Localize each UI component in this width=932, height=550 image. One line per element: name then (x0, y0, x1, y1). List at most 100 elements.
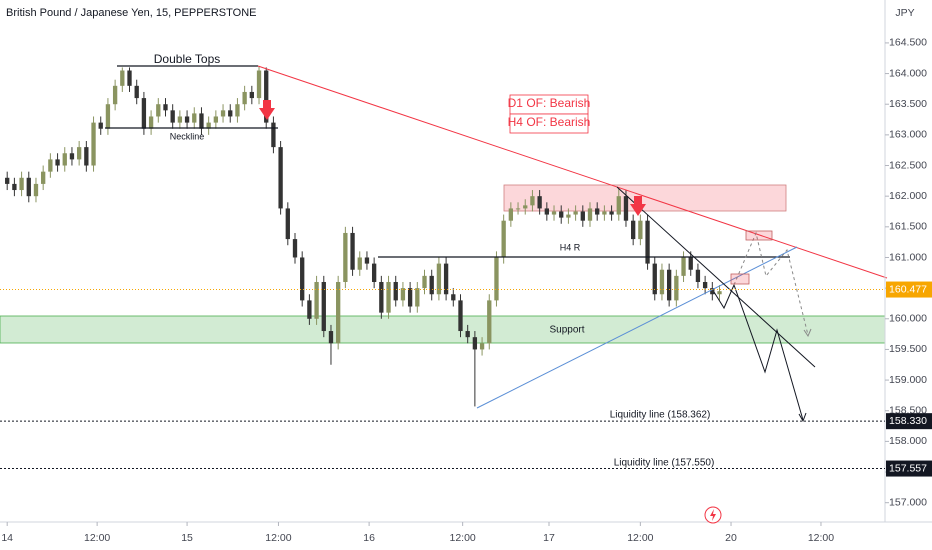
alt-arrow (803, 328, 812, 338)
candle-body (451, 294, 456, 301)
down-arrow (630, 196, 646, 216)
price-tag (886, 460, 932, 477)
liquidity-label: Liquidity line (158.362) (610, 410, 711, 421)
candle-body (422, 275, 427, 289)
h4-box (509, 113, 589, 134)
down-arrow (259, 100, 275, 120)
currency-label: JPY (895, 7, 914, 19)
candle-body (443, 263, 449, 295)
candle-body (321, 281, 326, 332)
candle-body (523, 205, 528, 209)
candle-body (148, 116, 154, 129)
candle-body (371, 263, 377, 282)
y-tick-label: 159.500 (889, 343, 927, 355)
candle-body (300, 257, 305, 301)
candle-body (5, 177, 10, 184)
candle-body (213, 116, 219, 123)
candle-body (249, 91, 254, 99)
y-tick-label: 163.000 (889, 129, 927, 141)
candle-body (48, 159, 53, 172)
candle-body (666, 269, 672, 301)
candle-body (336, 281, 341, 344)
candle-body (587, 208, 593, 221)
candles (5, 66, 722, 407)
candle-body (69, 153, 75, 160)
h4-label: H4 OF: Bearish (508, 115, 591, 129)
chart-title: British Pound / Japanese Yen, 15, PEPPER… (6, 7, 257, 19)
candle-body (659, 269, 665, 295)
trend-line (257, 65, 888, 279)
candle-body (292, 239, 298, 258)
candle-body (41, 171, 46, 184)
price-tag-label: 157.557 (889, 462, 927, 474)
candle-body (544, 208, 549, 215)
candle-body (278, 147, 283, 209)
candle-body (271, 122, 276, 148)
x-tick-label: 16 (363, 532, 375, 544)
x-tick-label: 17 (543, 532, 555, 544)
candle-body (501, 220, 506, 258)
y-tick-label: 158.000 (889, 435, 927, 447)
candle-body (695, 269, 701, 282)
candle-body (156, 104, 161, 117)
candle-body (602, 211, 607, 215)
candle-body (184, 116, 190, 123)
candle-body (98, 122, 103, 129)
neckline-label: Neckline (170, 131, 205, 141)
y-tick-label: 161.500 (889, 221, 927, 233)
candle-body (465, 331, 470, 338)
y-tick-label: 161.000 (889, 251, 927, 263)
candle-body (379, 281, 384, 313)
candle-body (674, 275, 679, 301)
candle-body (681, 257, 686, 276)
candle-body (163, 104, 168, 111)
candle-body (235, 104, 240, 117)
candle-body (33, 183, 39, 197)
candle-body (436, 263, 442, 295)
support-zone (0, 315, 886, 344)
resistance-zone (503, 184, 787, 212)
candle-body (105, 104, 111, 129)
x-tick-label: 12:00 (84, 532, 110, 544)
candle-body (314, 281, 319, 319)
zones (0, 184, 886, 344)
candle-body (631, 220, 636, 240)
candle-body (170, 110, 175, 123)
projection-path (713, 283, 804, 421)
candle-body (112, 85, 118, 105)
drawings (105, 65, 888, 423)
x-tick-label: 12:00 (808, 532, 834, 544)
candle-body (407, 288, 413, 307)
candle-body (638, 220, 643, 240)
candle-body (472, 337, 478, 350)
candle-body (307, 300, 312, 319)
candle-body (393, 281, 398, 301)
x-tick-label: 14 (1, 532, 13, 544)
small-zone (745, 230, 773, 241)
candle-body (55, 159, 60, 166)
candle-body (343, 232, 348, 282)
candle-body (242, 91, 247, 105)
candle-body (91, 122, 96, 166)
candle-body (609, 211, 614, 215)
liquidity-label: Liquidity line (157.550) (614, 458, 715, 469)
alt-path (733, 231, 809, 336)
candle-body (652, 263, 657, 295)
candle-body (134, 85, 139, 99)
x-tick-label: 20 (725, 532, 737, 544)
candle-body (645, 220, 650, 264)
candle-body (177, 116, 183, 123)
candle-body (537, 196, 542, 209)
x-tick-label: 12:00 (265, 532, 291, 544)
candle-body (479, 343, 485, 350)
projection-arrow (798, 412, 807, 423)
candle-body (386, 281, 391, 313)
candle-body (702, 281, 708, 289)
y-tick-label: 163.500 (889, 98, 927, 110)
candle-body (285, 208, 290, 240)
candle-body (84, 147, 89, 166)
candle-body (573, 211, 578, 215)
candle-body (688, 257, 693, 270)
candle-body (228, 110, 233, 117)
